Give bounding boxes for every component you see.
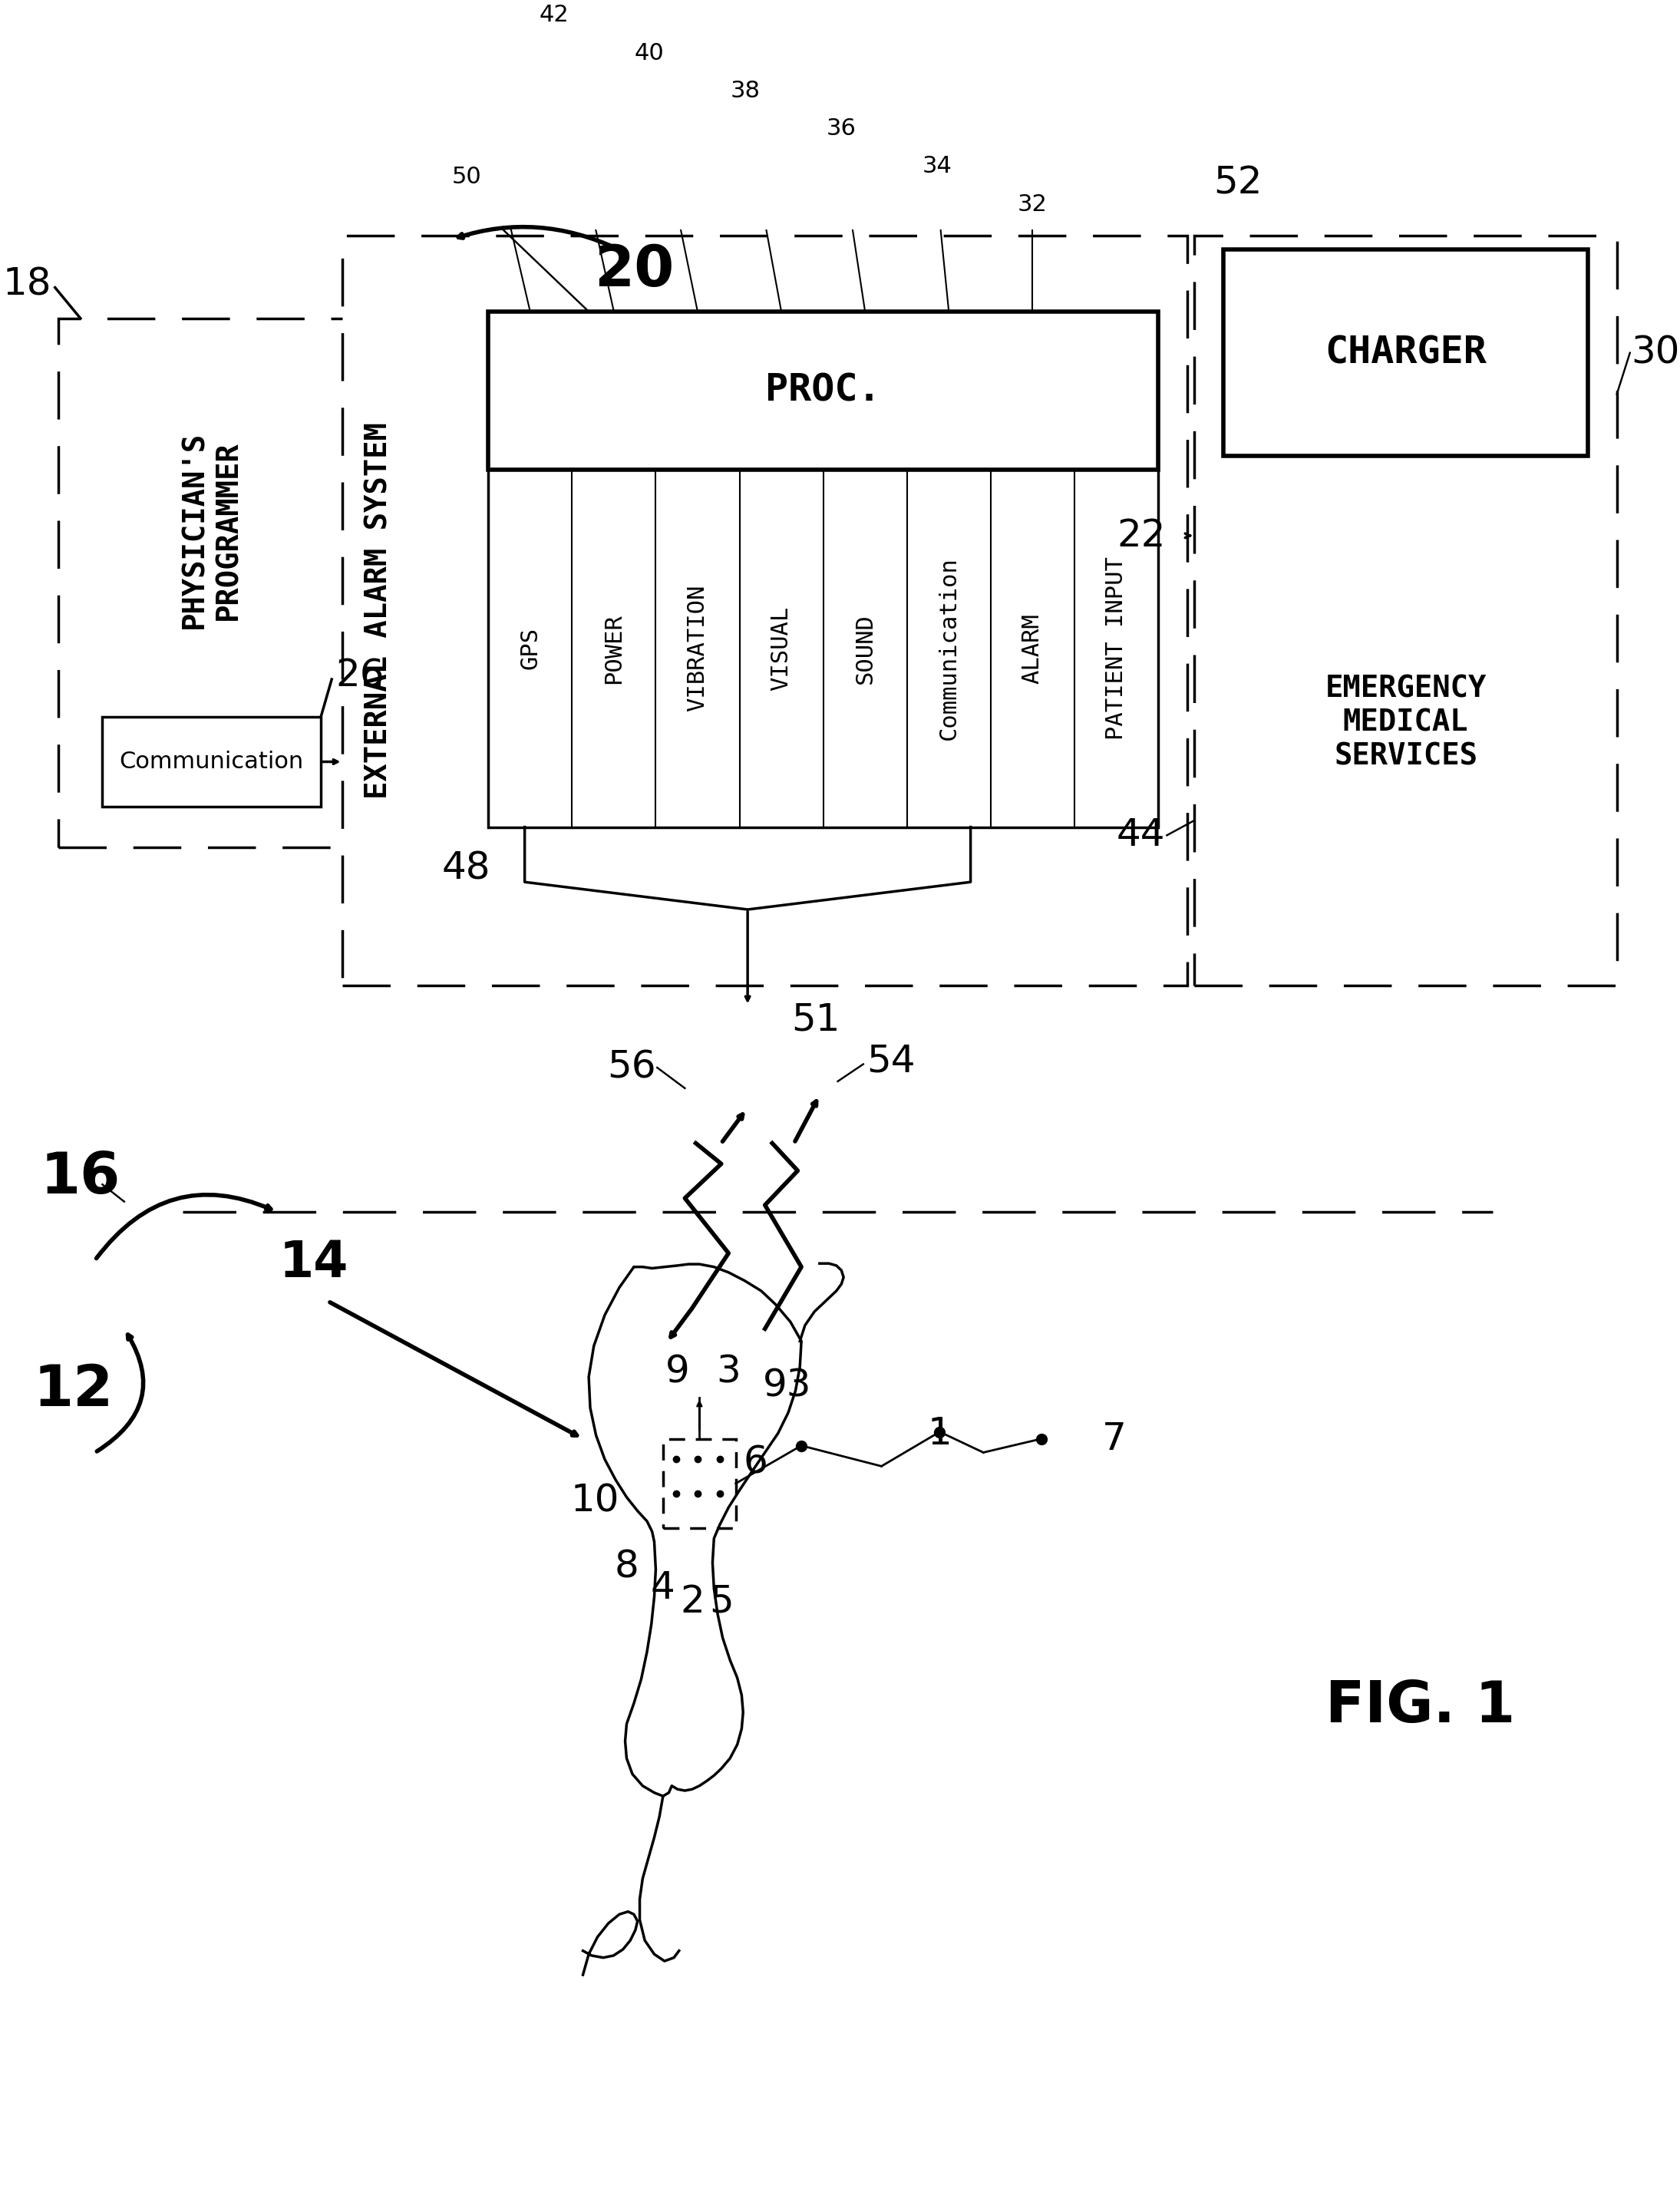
Text: 51: 51 bbox=[791, 1002, 840, 1037]
Text: 48: 48 bbox=[442, 850, 491, 888]
Text: 4: 4 bbox=[650, 1569, 675, 1607]
FancyBboxPatch shape bbox=[59, 318, 365, 848]
Text: 5: 5 bbox=[709, 1583, 734, 1620]
Text: 54: 54 bbox=[867, 1043, 916, 1078]
Text: 18: 18 bbox=[3, 265, 52, 302]
Text: EXTERNAL ALARM SYSTEM: EXTERNAL ALARM SYSTEM bbox=[365, 423, 393, 798]
Text: PROC.: PROC. bbox=[766, 373, 880, 410]
Text: Communication: Communication bbox=[119, 750, 304, 774]
Text: 26: 26 bbox=[336, 658, 385, 695]
Text: 36: 36 bbox=[827, 118, 855, 140]
FancyBboxPatch shape bbox=[1223, 250, 1588, 456]
Text: 93: 93 bbox=[763, 1368, 811, 1405]
Text: 1: 1 bbox=[927, 1416, 953, 1453]
Text: FIG. 1: FIG. 1 bbox=[1326, 1679, 1515, 1734]
Text: 44: 44 bbox=[1117, 818, 1166, 853]
Text: ALARM: ALARM bbox=[1021, 614, 1043, 684]
FancyBboxPatch shape bbox=[489, 311, 1158, 469]
Text: 40: 40 bbox=[635, 42, 664, 64]
Text: 16: 16 bbox=[40, 1149, 121, 1206]
Text: 20: 20 bbox=[593, 243, 674, 298]
Text: PATIENT INPUT: PATIENT INPUT bbox=[1105, 557, 1127, 741]
Text: 32: 32 bbox=[1018, 193, 1047, 215]
Text: 50: 50 bbox=[452, 167, 480, 189]
Text: CHARGER: CHARGER bbox=[1326, 335, 1487, 370]
Text: 56: 56 bbox=[606, 1050, 655, 1085]
Text: PHYSICIAN'S
PROGRAMMER: PHYSICIAN'S PROGRAMMER bbox=[180, 432, 244, 629]
FancyBboxPatch shape bbox=[489, 311, 1158, 826]
Text: 8: 8 bbox=[615, 1550, 638, 1585]
FancyBboxPatch shape bbox=[664, 1438, 736, 1528]
Text: 10: 10 bbox=[571, 1482, 620, 1519]
Text: SOUND: SOUND bbox=[853, 614, 877, 684]
Text: VIBRATION: VIBRATION bbox=[687, 585, 709, 712]
FancyBboxPatch shape bbox=[1194, 237, 1616, 984]
FancyBboxPatch shape bbox=[343, 237, 1188, 984]
Text: POWER: POWER bbox=[603, 614, 625, 684]
Text: 2: 2 bbox=[680, 1583, 704, 1620]
Text: 6: 6 bbox=[743, 1445, 768, 1482]
Text: VISUAL: VISUAL bbox=[769, 605, 793, 690]
Text: 14: 14 bbox=[279, 1238, 348, 1287]
Text: 12: 12 bbox=[34, 1363, 113, 1418]
Text: Communication: Communication bbox=[937, 557, 959, 741]
Text: EMERGENCY
MEDICAL
SERVICES: EMERGENCY MEDICAL SERVICES bbox=[1326, 675, 1487, 772]
FancyBboxPatch shape bbox=[102, 717, 321, 807]
Text: 3: 3 bbox=[716, 1355, 741, 1390]
Text: 9: 9 bbox=[665, 1355, 690, 1390]
Text: 42: 42 bbox=[539, 4, 568, 26]
Text: 34: 34 bbox=[922, 156, 951, 178]
Text: 22: 22 bbox=[1117, 517, 1166, 555]
Text: 38: 38 bbox=[731, 79, 761, 103]
Text: GPS: GPS bbox=[519, 627, 541, 669]
Text: 30: 30 bbox=[1631, 335, 1680, 370]
Text: 7: 7 bbox=[1102, 1420, 1127, 1458]
Text: 52: 52 bbox=[1215, 164, 1263, 202]
